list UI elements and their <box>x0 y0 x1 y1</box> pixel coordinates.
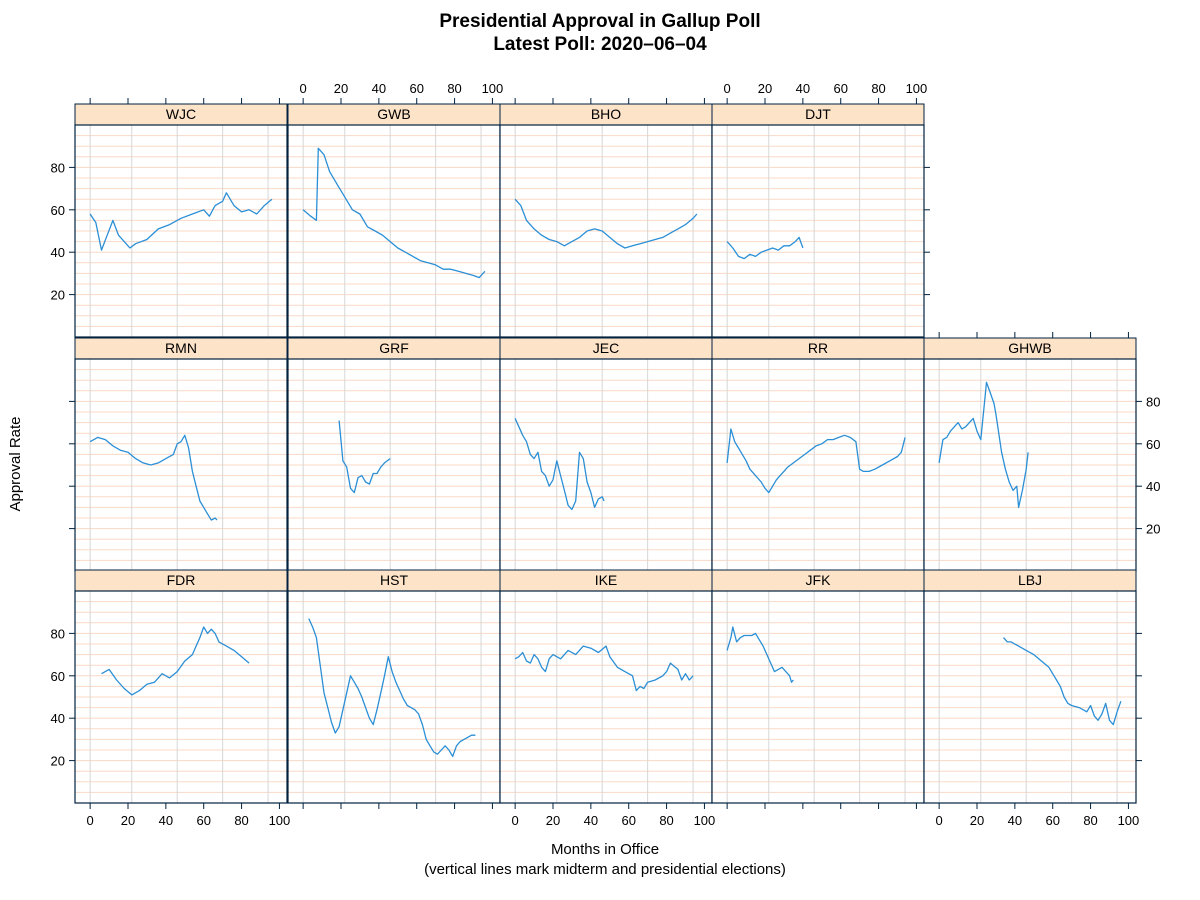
panels-group: WJC GWB BHO DJT RMN GRF JEC RR GHWB FDR HST IKE JFK L… <box>74 103 1137 804</box>
y-tick-label: 80 <box>51 160 65 175</box>
x-tick-label: 0 <box>512 813 519 828</box>
strip-label: DJT <box>805 106 831 122</box>
panel-gwb: GWB <box>287 103 501 338</box>
panel-rmn: RMN <box>74 337 288 572</box>
x-tick-label: 0 <box>300 81 307 96</box>
y-axis-label: Approval Rate <box>7 416 24 511</box>
series-line-rmn <box>89 434 218 521</box>
series-line-jec <box>514 418 605 511</box>
series-line-hst <box>308 618 476 758</box>
y-tick-label: 60 <box>51 203 65 218</box>
strip-label: GRF <box>379 340 409 356</box>
x-tick-label: 100 <box>482 81 504 96</box>
strip-label: BHO <box>591 106 621 122</box>
series-line-ike <box>514 645 694 692</box>
panel-frame <box>711 124 925 338</box>
chart-title: Presidential Approval in Gallup Poll <box>439 11 761 32</box>
y-tick-label: 20 <box>51 288 65 303</box>
x-tick-label: 80 <box>234 813 248 828</box>
x-tick-label: 0 <box>936 813 943 828</box>
x-tick-label: 20 <box>970 813 984 828</box>
strip-label: LBJ <box>1018 572 1042 588</box>
chart-subtitle: Latest Poll: 2020–06–04 <box>493 34 707 55</box>
x-tick-label: 40 <box>1008 813 1022 828</box>
y-tick-label: 60 <box>51 669 65 684</box>
x-tick-label: 40 <box>159 813 173 828</box>
series-line-lbj <box>1003 637 1122 726</box>
x-axis-label: Months in Office <box>551 841 659 858</box>
y-tick-label: 40 <box>51 245 65 260</box>
x-tick-label: 100 <box>694 813 716 828</box>
x-tick-label: 80 <box>871 81 885 96</box>
y-tick-label: 80 <box>51 626 65 641</box>
x-tick-label: 60 <box>196 813 210 828</box>
panel-ghwb: GHWB <box>923 337 1137 572</box>
panel-frame <box>923 590 1137 804</box>
chart-title-block: Presidential Approval in Gallup Poll Lat… <box>0 10 1200 56</box>
panel-frame <box>74 590 288 804</box>
y-tick-label: 40 <box>51 711 65 726</box>
panel-grf: GRF <box>287 337 501 572</box>
x-tick-label: 100 <box>906 81 928 96</box>
panel-wjc: WJC <box>74 103 288 338</box>
series-line-fdr <box>101 626 250 696</box>
strip-label: JEC <box>593 340 619 356</box>
series-line-djt <box>726 236 804 260</box>
x-tick-label: 60 <box>621 813 635 828</box>
x-axis-note: (vertical lines mark midterm and preside… <box>424 861 786 878</box>
panel-frame <box>74 124 288 338</box>
x-tick-label: 60 <box>833 81 847 96</box>
x-tick-label: 60 <box>1045 813 1059 828</box>
x-tick-label: 0 <box>87 813 94 828</box>
panel-ike: IKE <box>499 569 713 804</box>
strip-label: RMN <box>165 340 197 356</box>
x-tick-label: 20 <box>121 813 135 828</box>
strip-label: WJC <box>166 106 196 122</box>
series-line-jfk <box>726 626 794 683</box>
series-line-rr <box>726 428 906 494</box>
panel-lbj: LBJ <box>923 569 1137 804</box>
x-tick-label: 100 <box>1118 813 1140 828</box>
panel-jfk: JFK <box>711 569 925 804</box>
y-tick-label: 20 <box>1146 522 1160 537</box>
panel-bho: BHO <box>499 103 713 338</box>
x-tick-label: 80 <box>447 81 461 96</box>
panel-rr: RR <box>711 337 925 572</box>
x-tick-label: 80 <box>1083 813 1097 828</box>
x-tick-label: 40 <box>584 813 598 828</box>
panel-hst: HST <box>287 569 501 804</box>
strip-label: GHWB <box>1008 340 1052 356</box>
x-tick-label: 40 <box>372 81 386 96</box>
x-tick-label: 20 <box>758 81 772 96</box>
x-tick-label: 0 <box>724 81 731 96</box>
axes-group: 0 20 40 60 80 100 0 20 40 60 80 100 0 20 40 60 80 100 0 20 4… <box>51 81 1161 828</box>
strip-label: HST <box>380 572 408 588</box>
y-tick-label: 20 <box>51 754 65 769</box>
x-tick-label: 100 <box>269 813 291 828</box>
strip-label: JFK <box>806 572 832 588</box>
strip-label: GWB <box>377 106 410 122</box>
x-tick-label: 60 <box>409 81 423 96</box>
series-line-ghwb <box>938 381 1029 509</box>
strip-label: RR <box>808 340 828 356</box>
series-line-wjc <box>89 192 273 251</box>
series-line-grf <box>338 420 391 494</box>
panel-fdr: FDR <box>74 569 288 804</box>
y-tick-label: 80 <box>1146 394 1160 409</box>
strip-label: FDR <box>167 572 196 588</box>
strip-label: IKE <box>595 572 618 588</box>
series-line-bho <box>514 198 698 249</box>
y-tick-label: 40 <box>1146 479 1160 494</box>
y-tick-label: 60 <box>1146 437 1160 452</box>
x-tick-label: 40 <box>796 81 810 96</box>
x-tick-label: 20 <box>334 81 348 96</box>
x-tick-label: 80 <box>659 813 673 828</box>
panel-djt: DJT <box>711 103 925 338</box>
series-line-gwb <box>302 147 486 279</box>
x-tick-label: 20 <box>546 813 560 828</box>
panel-jec: JEC <box>499 337 713 572</box>
